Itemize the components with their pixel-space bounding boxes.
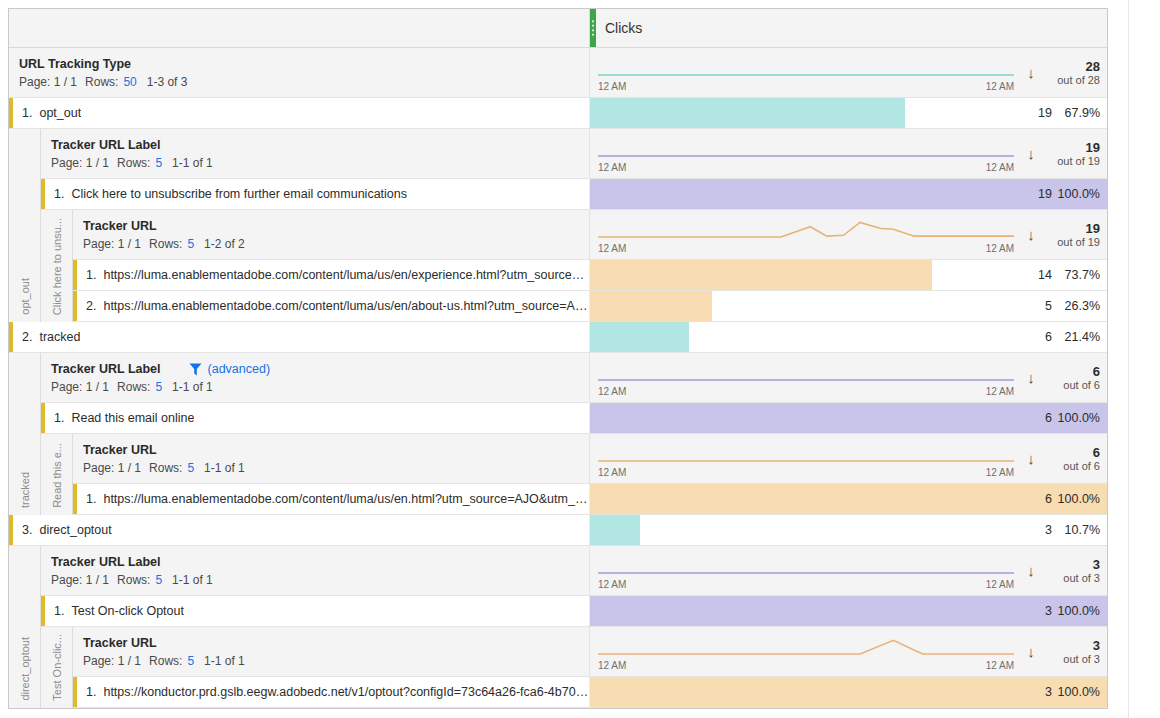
sparkline-chart — [598, 443, 1014, 467]
metric-header-spacer — [9, 9, 589, 47]
row-tracker-url-konductor[interactable]: 1. https://konductor.prd.gslb.eegw.adobe… — [73, 677, 1107, 708]
sparkline-chart — [598, 57, 1014, 81]
rows-per-page-link[interactable]: 5 — [155, 156, 162, 170]
column-total: 28 out of 28 — [1048, 48, 1107, 97]
sparkline-chart — [598, 555, 1014, 579]
dimension-name: URL Tracking Type — [19, 57, 131, 71]
group-opt-out: 1. opt_out 1967.9% opt_out Tracker URL L… — [9, 98, 1107, 322]
rows-per-page-link[interactable]: 5 — [187, 461, 194, 475]
row-tracked[interactable]: 2. tracked 621.4% — [9, 322, 1107, 353]
dimension-header-tracker-url: Tracker URL Page: 1 / 1 Rows: 5 1-2 of 2 — [73, 210, 1107, 260]
row-read-this-email-online[interactable]: 1. Read this email online 6100.0% — [41, 403, 1107, 434]
dimension-header-tracker-url-label-advanced: Tracker URL Label (advanced) Page: 1 / 1… — [41, 353, 1107, 403]
metric-header-row: Clicks — [9, 9, 1107, 48]
sparkline-block: 12 AM12 AM — [590, 48, 1014, 97]
drag-handle-icon[interactable] — [590, 9, 596, 47]
dimension-header-url-tracking-type: URL Tracking Type Page: 1 / 1 Rows: 50 1… — [9, 48, 1107, 98]
row-tracker-url-experience[interactable]: 1. https://luma.enablementadobe.com/cont… — [73, 260, 1107, 291]
freeform-table: Clicks URL Tracking Type Page: 1 / 1 Row… — [8, 8, 1108, 709]
breakdown-read-this-email: Read this e... Tracker URL Page: 1 / 1 R… — [41, 434, 1107, 515]
group-direct-optout: 3. direct_optout 310.7% direct_optout Tr… — [9, 515, 1107, 708]
value-bar — [590, 98, 905, 128]
sort-descending-icon[interactable]: ↓ — [1014, 627, 1048, 676]
parent-label-strip: Click here to unsu... — [41, 210, 73, 322]
parent-label-strip: direct_optout — [9, 546, 41, 708]
row-opt-out[interactable]: 1. opt_out 1967.9% — [9, 98, 1107, 129]
breakdown-click-here: Click here to unsu... Tracker URL Page: … — [41, 210, 1107, 322]
rows-per-page-link[interactable]: 5 — [187, 237, 194, 251]
row-accent — [9, 98, 13, 128]
advanced-filter-link[interactable]: (advanced) — [208, 362, 271, 376]
sparkline-chart — [598, 362, 1014, 386]
value-cell: 1967.9% — [589, 98, 1107, 128]
rows-per-page-link[interactable]: 50 — [123, 75, 136, 89]
breakdown-opt-out: opt_out Tracker URL Label Page: 1 / 1 Ro… — [9, 129, 1107, 322]
row-tracker-url-en-html[interactable]: 1. https://luma.enablementadobe.com/cont… — [73, 484, 1107, 515]
row-click-here-to-unsubscribe[interactable]: 1. Click here to unsubscribe from furthe… — [41, 179, 1107, 210]
sort-descending-icon[interactable]: ↓ — [1014, 210, 1048, 259]
workspace-freeform-table: Clicks URL Tracking Type Page: 1 / 1 Row… — [0, 0, 1160, 718]
sort-descending-icon[interactable]: ↓ — [1014, 434, 1048, 483]
dimension-header-label[interactable]: URL Tracking Type Page: 1 / 1 Rows: 50 1… — [9, 48, 589, 97]
rows-per-page-link[interactable]: 5 — [155, 380, 162, 394]
metric-column-header[interactable]: Clicks — [589, 9, 1107, 47]
parent-label-strip: tracked — [9, 353, 41, 515]
breakdown-direct-optout: direct_optout Tracker URL Label Page: 1 … — [9, 546, 1107, 708]
rows-per-page-link[interactable]: 5 — [187, 654, 194, 668]
parent-label-strip: opt_out — [9, 129, 41, 322]
sort-descending-icon[interactable]: ↓ — [1014, 353, 1048, 402]
metric-name: Clicks — [605, 20, 642, 36]
sort-descending-icon[interactable]: ↓ — [1014, 48, 1048, 97]
breakdown-test-on-click: Test On-clic... Tracker URL Page: 1 / 1 … — [41, 627, 1107, 708]
row-label: opt_out — [39, 106, 81, 120]
parent-label-strip: Read this e... — [41, 434, 73, 515]
row-tracker-url-about-us[interactable]: 2. https://luma.enablementadobe.com/cont… — [73, 291, 1107, 322]
group-tracked: 2. tracked 621.4% tracked Tracker URL La… — [9, 322, 1107, 515]
row-test-on-click-optout[interactable]: 1. Test On-click Optout 3100.0% — [41, 596, 1107, 627]
sparkline-chart — [598, 219, 1014, 243]
metric-summary-cell: 12 AM12 AM ↓ 28 out of 28 — [589, 48, 1107, 97]
filter-icon[interactable] — [189, 363, 202, 376]
sparkline-chart — [598, 138, 1014, 162]
pagination-info: Page: 1 / 1 Rows: 50 1-3 of 3 — [19, 75, 589, 89]
dimension-header-tracker-url: Tracker URL Page: 1 / 1 Rows: 5 1-1 of 1 — [73, 627, 1107, 677]
sort-descending-icon[interactable]: ↓ — [1014, 129, 1048, 178]
row-direct-optout[interactable]: 3. direct_optout 310.7% — [9, 515, 1107, 546]
dimension-header-tracker-url-label: Tracker URL Label Page: 1 / 1 Rows: 5 1-… — [41, 546, 1107, 596]
sort-descending-icon[interactable]: ↓ — [1014, 546, 1048, 595]
rows-per-page-link[interactable]: 5 — [155, 573, 162, 587]
row-range: 1-3 of 3 — [147, 75, 188, 89]
panel-edge-rule — [1128, 0, 1129, 718]
parent-label-strip: Test On-clic... — [41, 627, 73, 708]
dimension-header-tracker-url: Tracker URL Page: 1 / 1 Rows: 5 1-1 of 1 — [73, 434, 1107, 484]
breakdown-tracked: tracked Tracker URL Label (advanced) — [9, 353, 1107, 515]
dimension-header-tracker-url-label: Tracker URL Label Page: 1 / 1 Rows: 5 1-… — [41, 129, 1107, 179]
sparkline-chart — [598, 636, 1014, 660]
